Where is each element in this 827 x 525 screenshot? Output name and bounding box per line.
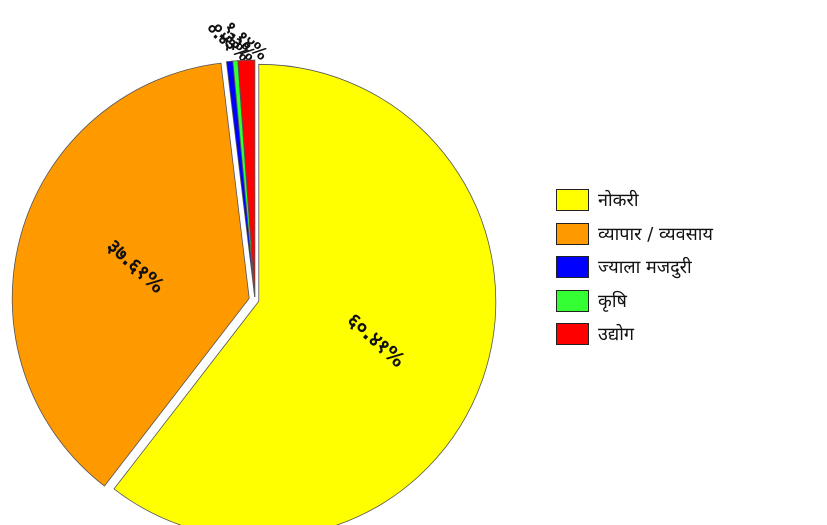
pie-slice-vyapar bbox=[11, 62, 250, 487]
legend-label-jyala: ज्याला मजदुरी bbox=[598, 257, 692, 278]
legend-item-udyog: उद्योग bbox=[556, 318, 713, 350]
legend-label-udyog: उद्योग bbox=[598, 324, 634, 345]
legend-item-vyapar: व्यापार / व्यवसाय bbox=[556, 218, 713, 250]
legend-swatch-naukari bbox=[556, 189, 589, 211]
legend-label-krishi: कृषि bbox=[598, 290, 627, 312]
legend-swatch-krishi bbox=[556, 289, 589, 312]
legend-swatch-jyala bbox=[556, 256, 589, 278]
legend-item-krishi: कृषि bbox=[556, 285, 713, 317]
legend-item-jyala: ज्याला मजदुरी bbox=[556, 251, 713, 283]
legend: नोकरी व्यापार / व्यवसाय ज्याला मजदुरी कृ… bbox=[556, 184, 713, 352]
legend-swatch-udyog bbox=[556, 323, 589, 345]
pie-slice-naukari bbox=[113, 63, 497, 525]
pie-slice-udyog bbox=[237, 59, 256, 298]
legend-item-naukari: नोकरी bbox=[556, 184, 713, 216]
legend-label-naukari: नोकरी bbox=[598, 190, 639, 211]
legend-swatch-vyapar bbox=[556, 222, 589, 245]
legend-label-vyapar: व्यापार / व्यवसाय bbox=[598, 223, 713, 245]
